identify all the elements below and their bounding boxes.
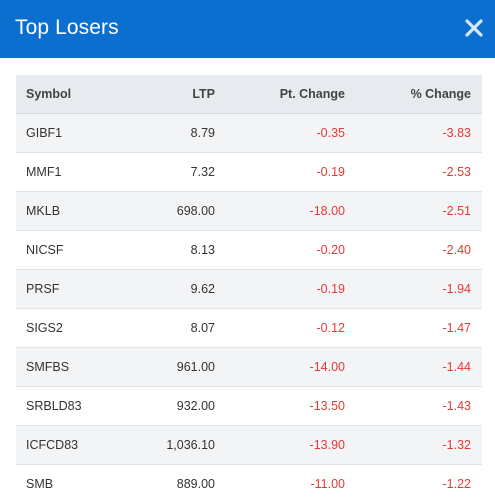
pct-change-cell: -1.44 <box>349 346 482 386</box>
pt-change-cell: -0.35 <box>218 112 349 152</box>
close-button[interactable] <box>464 18 484 38</box>
symbol-cell[interactable]: SMB <box>16 463 134 502</box>
ltp-cell: 8.13 <box>134 229 218 269</box>
pct-change-cell: -2.40 <box>349 229 482 269</box>
symbol-cell[interactable]: SMFBS <box>16 346 134 386</box>
pct-change-cell: -1.43 <box>349 385 482 425</box>
column-header-pt-change[interactable]: Pt. Change <box>218 75 349 114</box>
table-row[interactable]: SIGS2 8.07 -0.12 -1.47 <box>16 307 482 347</box>
ltp-cell: 889.00 <box>134 463 218 502</box>
ltp-cell: 8.79 <box>134 112 218 152</box>
symbol-cell[interactable]: SIGS2 <box>16 307 134 347</box>
pct-change-cell: -1.47 <box>349 307 482 347</box>
losers-table: Symbol LTP Pt. Change % Change GIBF1 8.79… <box>16 75 482 502</box>
symbol-cell[interactable]: PRSF <box>16 268 134 308</box>
symbol-cell[interactable]: NICSF <box>16 229 134 269</box>
table-body: GIBF1 8.79 -0.35 -3.83 MMF1 7.32 -0.19 -2.53 MKL… <box>16 112 482 502</box>
losers-table-container: Symbol LTP Pt. Change % Change GIBF1 8.79… <box>16 75 482 502</box>
pt-change-cell: -13.90 <box>218 424 349 464</box>
table-row[interactable]: SMB 889.00 -11.00 -1.22 <box>16 463 482 502</box>
ltp-cell: 961.00 <box>134 346 218 386</box>
ltp-cell: 9.62 <box>134 268 218 308</box>
table-header-row: Symbol LTP Pt. Change % Change <box>16 75 482 114</box>
pt-change-cell: -0.20 <box>218 229 349 269</box>
symbol-cell[interactable]: ICFCD83 <box>16 424 134 464</box>
modal-title: Top Losers <box>15 16 119 39</box>
pct-change-cell: -1.22 <box>349 463 482 502</box>
table-row[interactable]: MMF1 7.32 -0.19 -2.53 <box>16 151 482 191</box>
table-row[interactable]: GIBF1 8.79 -0.35 -3.83 <box>16 112 482 152</box>
pt-change-cell: -18.00 <box>218 190 349 230</box>
pt-change-cell: -0.12 <box>218 307 349 347</box>
pct-change-cell: -3.83 <box>349 112 482 152</box>
symbol-cell[interactable]: MKLB <box>16 190 134 230</box>
pt-change-cell: -11.00 <box>218 463 349 502</box>
pct-change-cell: -1.32 <box>349 424 482 464</box>
pct-change-cell: -2.51 <box>349 190 482 230</box>
ltp-cell: 932.00 <box>134 385 218 425</box>
ltp-cell: 698.00 <box>134 190 218 230</box>
column-header-ltp[interactable]: LTP <box>134 75 218 114</box>
table-row[interactable]: SMFBS 961.00 -14.00 -1.44 <box>16 346 482 386</box>
pt-change-cell: -0.19 <box>218 268 349 308</box>
column-header-symbol[interactable]: Symbol <box>16 75 134 114</box>
ltp-cell: 1,036.10 <box>134 424 218 464</box>
symbol-cell[interactable]: MMF1 <box>16 151 134 191</box>
table-row[interactable]: ICFCD83 1,036.10 -13.90 -1.32 <box>16 424 482 464</box>
column-header-pct-change[interactable]: % Change <box>349 75 482 114</box>
table-row[interactable]: PRSF 9.62 -0.19 -1.94 <box>16 268 482 308</box>
pt-change-cell: -0.19 <box>218 151 349 191</box>
close-icon <box>464 18 484 38</box>
ltp-cell: 7.32 <box>134 151 218 191</box>
pct-change-cell: -1.94 <box>349 268 482 308</box>
pt-change-cell: -14.00 <box>218 346 349 386</box>
ltp-cell: 8.07 <box>134 307 218 347</box>
symbol-cell[interactable]: GIBF1 <box>16 112 134 152</box>
symbol-cell[interactable]: SRBLD83 <box>16 385 134 425</box>
pt-change-cell: -13.50 <box>218 385 349 425</box>
table-row[interactable]: NICSF 8.13 -0.20 -2.40 <box>16 229 482 269</box>
pct-change-cell: -2.53 <box>349 151 482 191</box>
table-row[interactable]: SRBLD83 932.00 -13.50 -1.43 <box>16 385 482 425</box>
modal-header: Top Losers <box>0 0 495 58</box>
table-row[interactable]: MKLB 698.00 -18.00 -2.51 <box>16 190 482 230</box>
